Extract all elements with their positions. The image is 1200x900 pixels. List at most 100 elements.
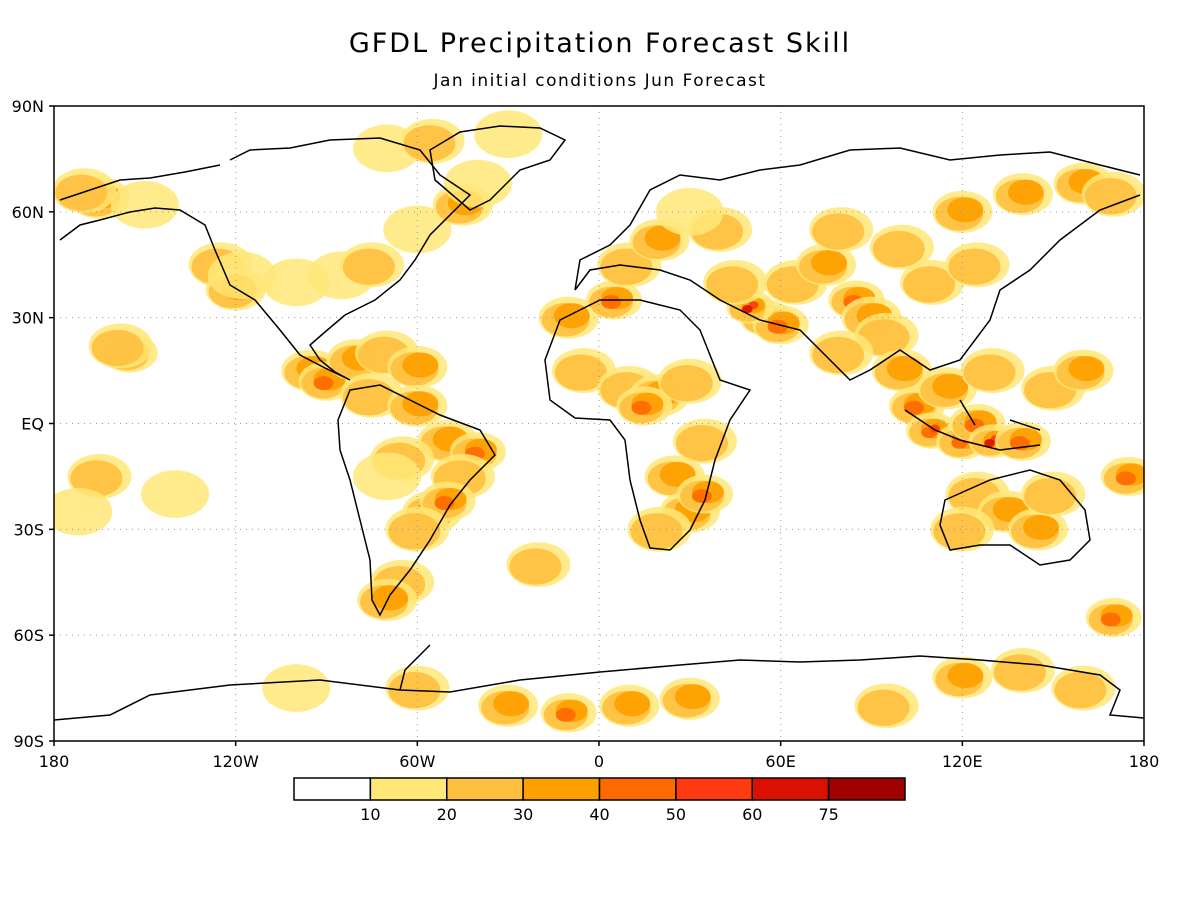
skill-patch	[403, 125, 456, 162]
skill-patch	[674, 684, 711, 710]
colorbar-swatch	[293, 777, 372, 801]
colorbar: 10 20 30 40 50 60 75	[293, 777, 906, 824]
skill-halo	[655, 188, 724, 236]
skill-patch	[509, 548, 562, 585]
skill-patch	[600, 248, 653, 285]
skill-patch	[554, 354, 607, 391]
skill-patch	[811, 250, 848, 276]
skill-patch	[948, 248, 1001, 285]
skill-patch	[857, 689, 910, 726]
skill-patch	[903, 266, 956, 303]
map-title: GFDL Precipitation Forecast Skill	[348, 28, 852, 59]
skill-halo	[353, 452, 422, 501]
skill-patch	[631, 400, 652, 415]
lon-tick-label: 120W	[212, 752, 259, 771]
skill-patch	[984, 439, 995, 448]
skill-patch	[372, 585, 409, 611]
lon-tick-label: 120E	[942, 752, 983, 771]
skill-patch	[1007, 179, 1044, 205]
colorbar-label: 10	[360, 805, 380, 824]
colorbar-swatch	[446, 777, 524, 801]
coast-antarctica	[54, 655, 1144, 721]
colorbar-swatch	[827, 777, 906, 801]
skill-halo	[110, 180, 179, 229]
skill-patch	[742, 305, 753, 314]
coast-north-america	[59, 137, 472, 381]
skill-halo	[141, 470, 210, 518]
skill-patch	[342, 248, 395, 285]
skill-patch	[886, 355, 923, 382]
skill-patch	[630, 513, 683, 550]
colorbar-swatch	[369, 777, 448, 801]
coastlines	[54, 125, 1144, 721]
skill-patch	[1068, 355, 1105, 382]
skill-patch	[1023, 514, 1060, 540]
lat-tick-label: 90N	[12, 97, 44, 116]
skill-patch	[812, 213, 865, 250]
lon-tick-label: 60W	[399, 752, 435, 771]
lat-tick-label: 30N	[12, 309, 44, 328]
lon-tick-label: 180	[1129, 752, 1160, 771]
skill-patch	[553, 303, 590, 329]
colorbar-swatch	[751, 777, 830, 801]
skill-patch	[1115, 471, 1136, 486]
skill-patch	[947, 662, 984, 689]
skill-patch	[1084, 177, 1137, 215]
lat-tick-label: EQ	[21, 415, 44, 434]
skill-patch	[1024, 477, 1077, 515]
colorbar-label: 30	[513, 805, 533, 824]
colorbar-label: 50	[666, 805, 686, 824]
coast-south-america	[337, 384, 496, 617]
colorbar-label: 75	[818, 805, 838, 824]
colorbar-label: 20	[437, 805, 457, 824]
skill-patch	[932, 373, 969, 399]
colorbar-label: 60	[742, 805, 762, 824]
colorbar-label: 40	[589, 805, 609, 824]
colorbar-swatch	[598, 777, 677, 801]
skill-patch	[706, 266, 759, 303]
lon-tick-label: 60E	[765, 752, 795, 771]
skill-field	[54, 110, 1144, 733]
skill-patch	[313, 376, 334, 391]
skill-halo	[54, 487, 113, 536]
skill-halo	[207, 251, 276, 300]
coast-greenland	[429, 125, 567, 211]
lon-tick-label: 0	[594, 752, 604, 771]
skill-patch	[402, 391, 439, 417]
coast-australia	[939, 469, 1091, 566]
lon-tick-label: 180	[39, 752, 70, 771]
skill-patch	[91, 329, 144, 367]
lat-tick-label: 60S	[13, 626, 44, 645]
skill-patch	[963, 354, 1016, 391]
skill-patch	[691, 489, 712, 504]
skill-halo	[474, 110, 543, 159]
skill-patch	[1100, 612, 1121, 627]
colorbar-swatch	[675, 777, 753, 801]
skill-patch	[947, 197, 984, 223]
lat-tick-label: 60N	[12, 203, 44, 222]
skill-patch	[70, 460, 123, 497]
skill-patch	[388, 513, 441, 550]
skill-patch	[493, 691, 530, 717]
map-subtitle: Jan initial conditions Jun Forecast	[433, 71, 767, 91]
skill-patch	[342, 379, 395, 416]
skill-patch	[903, 400, 924, 415]
colorbar-swatch	[522, 777, 601, 801]
coast-indonesia	[904, 399, 1041, 451]
skill-patch	[812, 336, 865, 374]
coast-africa	[544, 299, 752, 551]
skill-patch	[993, 654, 1046, 691]
skill-halo	[262, 664, 331, 712]
skill-patch	[660, 364, 713, 402]
coast-eurasia	[574, 147, 1141, 381]
skill-patch	[402, 352, 439, 378]
lat-tick-label: 90S	[13, 732, 44, 751]
skill-patch	[675, 424, 728, 462]
skill-patch	[1054, 671, 1107, 709]
skill-patch	[601, 295, 622, 310]
skill-patch	[872, 230, 925, 268]
lat-tick-label: 30S	[13, 520, 44, 539]
skill-patch	[555, 707, 576, 722]
